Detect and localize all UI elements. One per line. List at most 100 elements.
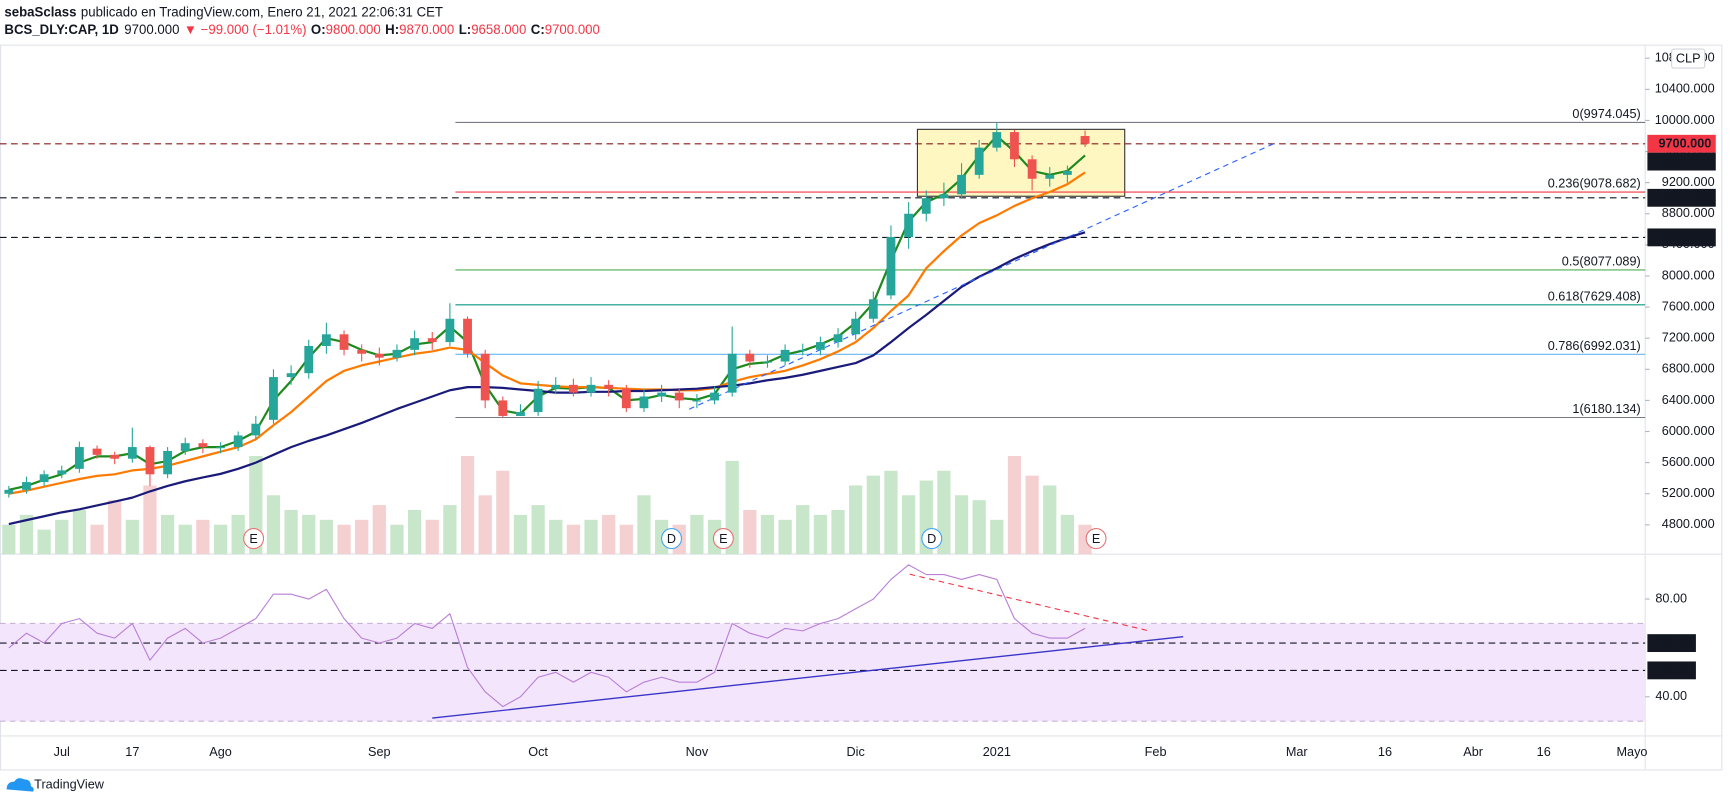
volume-bar <box>760 514 775 555</box>
volume-bar <box>1007 456 1022 555</box>
y-tick-label: 6000.000 <box>1662 423 1715 438</box>
price-level-label: 9687.077 <box>1658 153 1711 168</box>
candle-body <box>533 388 543 413</box>
volume-bar <box>990 519 1004 555</box>
y-tick-label: 5600.000 <box>1662 454 1715 469</box>
x-tick-label: 16 <box>1378 744 1392 759</box>
moving-average <box>8 231 1086 526</box>
x-tick-label: 16 <box>1537 744 1551 759</box>
price-level-box <box>1647 228 1716 247</box>
candle-body <box>692 400 702 402</box>
rsi-trend-line <box>432 636 1184 719</box>
event-badge <box>1085 527 1107 550</box>
candle-body <box>445 318 455 343</box>
candle-body <box>357 349 367 354</box>
back-layer <box>0 121 1646 722</box>
volume-bar <box>849 485 863 555</box>
candle-body <box>269 377 278 420</box>
candle-body <box>939 194 949 199</box>
published: publicado en TradingView.com, Enero 21, … <box>81 4 443 19</box>
front-layer <box>4 122 1090 498</box>
candle-body <box>657 392 667 397</box>
candle-body <box>868 299 878 319</box>
volume-bar <box>55 519 69 555</box>
y-tick-label: 6400.000 <box>1662 392 1715 407</box>
volume-bar <box>690 514 704 555</box>
volume-bar <box>549 519 563 555</box>
candle-body <box>851 318 861 335</box>
candle-body <box>710 392 719 401</box>
x-tick-label: Ago <box>209 744 232 759</box>
event-badge <box>243 527 265 550</box>
volume-bar <box>213 524 228 555</box>
candle-body <box>233 435 243 448</box>
last-price: 9700.000 <box>124 22 179 37</box>
candle-body <box>674 392 684 401</box>
volume-bar <box>231 514 245 555</box>
x-tick-label: Nov <box>686 744 709 759</box>
candle-body <box>392 349 402 358</box>
fib-label: 0.786(6992.031) <box>1548 338 1641 353</box>
rsi-line <box>8 564 1086 708</box>
volume-bar <box>319 519 334 555</box>
ohlc-value: 9870.000 <box>399 22 454 37</box>
candle-body <box>904 213 914 238</box>
event-label: E <box>719 531 727 546</box>
moving-average <box>8 171 1086 495</box>
header-line-2: BCS_DLY:CAP, 1D 9700.000 ▼ −99.000 (−1.01%… <box>4 22 599 37</box>
volume-bar <box>2 524 16 555</box>
volume-bar <box>954 495 969 555</box>
y-tick-label: 10000.000 <box>1655 112 1715 127</box>
candle-body <box>1027 159 1037 179</box>
ohlc-key: O: <box>311 22 326 37</box>
x-tick-label: Mayo <box>1616 744 1647 759</box>
candle-body <box>163 450 173 475</box>
candle-body <box>780 349 790 362</box>
candle-body <box>4 489 14 494</box>
candle-body <box>127 447 137 459</box>
volume-bar <box>743 510 757 555</box>
x-tick-label: 2021 <box>983 744 1011 759</box>
volume-bar <box>372 505 386 555</box>
volume-bar <box>160 514 175 555</box>
volume-bar <box>884 470 898 555</box>
candle-body <box>568 384 578 393</box>
fib-label: 0(9974.045) <box>1572 106 1640 121</box>
candle-body <box>304 345 314 374</box>
price-level-label: 8496.085 <box>1658 229 1711 244</box>
volume-bar <box>1060 514 1075 555</box>
candle-body <box>110 454 120 459</box>
x-tick-label: Abr <box>1463 744 1483 759</box>
y-tick-label: 9200.000 <box>1662 174 1715 189</box>
candle-body <box>1062 170 1072 175</box>
volume-bar <box>178 524 192 555</box>
candle-body <box>886 237 896 296</box>
volume-bar <box>619 524 633 555</box>
candle-body <box>763 361 772 363</box>
candle-body <box>745 353 755 362</box>
frame <box>0 44 1723 771</box>
volume-bar <box>337 524 351 555</box>
y-tick-label: 7200.000 <box>1662 330 1715 345</box>
candle-body <box>339 334 349 350</box>
candle-body <box>480 353 490 401</box>
volume-bar <box>566 524 581 555</box>
change: ▼ −99.000 (−1.01%) <box>184 22 307 37</box>
rsi-level-label: 50.81 <box>1660 662 1692 677</box>
volume-bar <box>866 475 880 555</box>
candle-body <box>145 447 155 475</box>
candle-body <box>957 174 966 195</box>
x-tick-label: Oct <box>528 744 548 759</box>
volume-bar <box>425 519 439 555</box>
y-tick-label: 7600.000 <box>1662 298 1715 313</box>
candle-body <box>516 412 525 416</box>
volume-bar <box>302 514 316 555</box>
brand-logo <box>6 778 34 792</box>
fib-label: 0.236(9078.682) <box>1548 176 1641 191</box>
y-tick-label: 40.00 <box>1655 688 1687 703</box>
event-label: E <box>1092 531 1100 546</box>
candle-body <box>180 443 190 451</box>
volume-bar <box>813 514 828 555</box>
fib-label: 0.618(7629.408) <box>1548 288 1641 303</box>
volume-bar <box>1025 475 1039 555</box>
